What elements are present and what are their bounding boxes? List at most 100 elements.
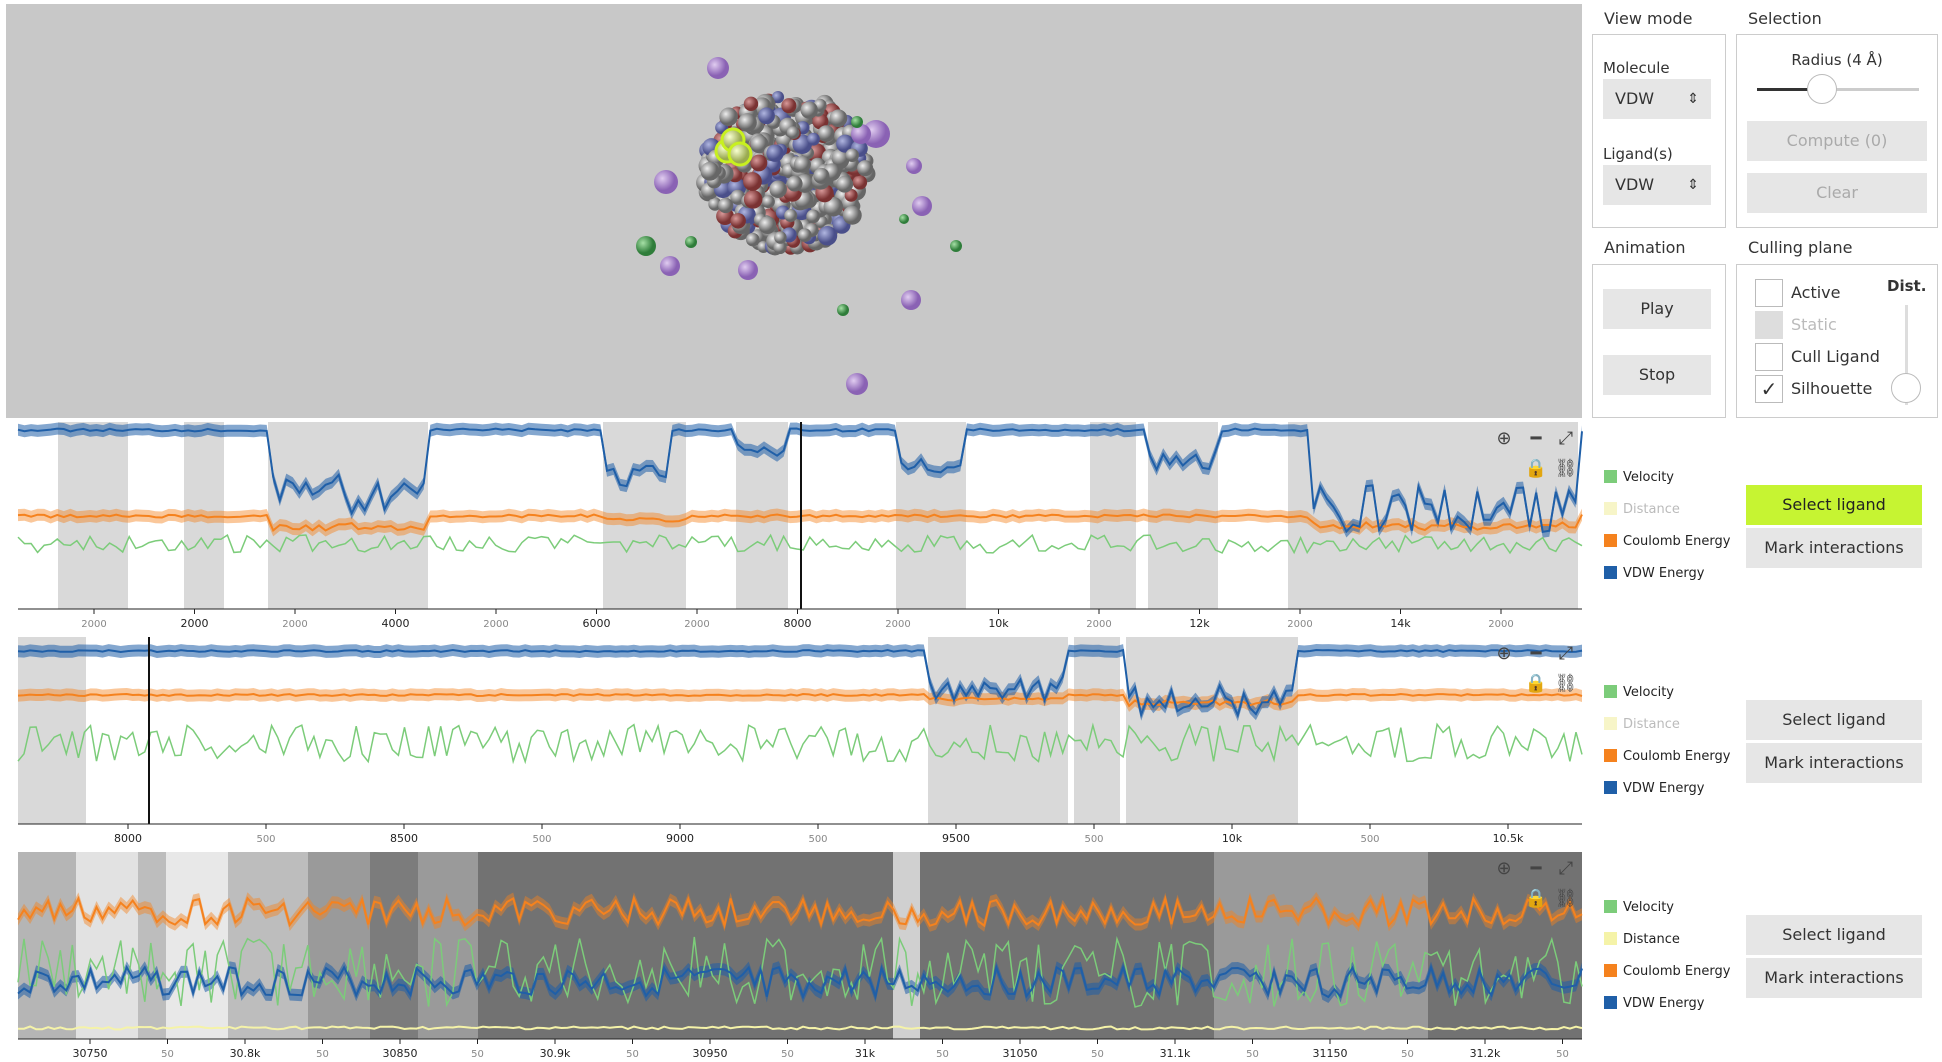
fullscreen-icon[interactable]: ⤢ [1559, 858, 1574, 879]
timeseries-chart-zoom[interactable]: 8000 500 8500 500 9000 500 9500 500 10k 500 10.5k ⊕… [17, 637, 1583, 847]
mark-interactions-button[interactable]: Mark interactions [1746, 743, 1922, 783]
select-ligand-button[interactable]: Select ligand [1746, 700, 1922, 740]
link-icon[interactable]: ⛓ [1555, 458, 1578, 479]
dist-slider-track[interactable] [1905, 305, 1908, 405]
x-tick-label: 50 [471, 1049, 484, 1060]
interaction-region [1126, 637, 1298, 824]
x-tick-label: 30850 [383, 1047, 418, 1060]
x-tick-label: 50 [1091, 1049, 1104, 1060]
interaction-region [18, 852, 76, 1039]
legend-coulomb-energy[interactable]: Coulomb Energy [1604, 749, 1730, 764]
x-tick-label: 30.8k [230, 1047, 261, 1060]
x-tick-label: 50 [316, 1049, 329, 1060]
chart-panel-3[interactable]: 30750 50 30.8k 50 30850 50 30.9k 50 30950 50 31k 50… [17, 852, 1583, 1062]
legend-coulomb-energy[interactable]: Coulomb Energy [1604, 964, 1730, 979]
legend-vdw-energy[interactable]: VDW Energy [1604, 566, 1704, 581]
legend-swatch [1604, 566, 1617, 579]
minus-icon[interactable]: ━ [1530, 643, 1543, 664]
compute-button[interactable]: Compute (0) [1747, 121, 1927, 161]
legend-label: Coulomb Energy [1623, 534, 1731, 549]
legend-distance[interactable]: Distance [1604, 502, 1680, 517]
stop-button[interactable]: Stop [1603, 355, 1711, 395]
x-tick-label: 6000 [583, 617, 611, 630]
link-icon[interactable]: ⛓ [1555, 888, 1578, 909]
legend-velocity[interactable]: Velocity [1604, 685, 1674, 700]
radius-slider-knob[interactable] [1806, 74, 1837, 104]
animation-heading: Animation [1604, 238, 1686, 257]
select-ligand-button[interactable]: Select ligand [1746, 485, 1922, 525]
molecule-select-value: VDW [1615, 89, 1655, 108]
atom [771, 90, 785, 104]
culling-plane-heading: Culling plane [1748, 238, 1853, 257]
zoom-reset-icon[interactable]: ⊕ [1496, 858, 1511, 879]
interaction-region [76, 852, 138, 1039]
x-tick-label: 500 [1360, 834, 1379, 845]
interaction-region [228, 852, 308, 1039]
link-icon[interactable]: ⛓ [1555, 673, 1578, 694]
silhouette-checkbox[interactable]: ✓ [1755, 375, 1783, 403]
legend-coulomb-energy[interactable]: Coulomb Energy [1604, 534, 1730, 549]
vdw-band [18, 644, 1582, 722]
atom [774, 231, 787, 244]
atom [829, 109, 848, 128]
legend-velocity[interactable]: Velocity [1604, 470, 1674, 485]
interaction-region [418, 852, 478, 1039]
zoom-reset-icon[interactable]: ⊕ [1496, 643, 1511, 664]
mark-interactions-button[interactable]: Mark interactions [1746, 528, 1922, 568]
ion [846, 373, 868, 395]
chart-panel-2[interactable]: 8000 500 8500 500 9000 500 9500 500 10k 500 10.5k ⊕… [17, 637, 1583, 847]
zoom-reset-icon[interactable]: ⊕ [1496, 428, 1511, 449]
lock-icon[interactable]: 🔒 [1525, 888, 1547, 909]
legend-swatch [1604, 964, 1617, 977]
timeseries-chart-detail[interactable]: 30750 50 30.8k 50 30850 50 30.9k 50 30950 50 31k 50… [17, 852, 1583, 1062]
chart-panel-1[interactable]: 2000 2000 2000 4000 2000 6000 2000 8000 2000 10k 2… [17, 422, 1583, 632]
radius-slider-track[interactable] [1757, 88, 1919, 91]
legend-swatch [1604, 685, 1617, 698]
x-tick-label: 500 [256, 834, 275, 845]
play-button[interactable]: Play [1603, 289, 1711, 329]
legend-velocity[interactable]: Velocity [1604, 900, 1674, 915]
ion [660, 256, 680, 276]
legend-vdw-energy[interactable]: VDW Energy [1604, 781, 1704, 796]
fullscreen-icon[interactable]: ⤢ [1559, 428, 1574, 449]
legend-distance[interactable]: Distance [1604, 932, 1680, 947]
selection-heading: Selection [1748, 9, 1822, 28]
x-tick-label: 500 [1084, 834, 1103, 845]
timeseries-chart-overview[interactable]: 2000 2000 2000 4000 2000 6000 2000 8000 2000 10k 2… [17, 422, 1583, 632]
cull-ligand-checkbox[interactable] [1755, 343, 1783, 371]
radius-slider-fill [1757, 88, 1822, 91]
dist-slider-knob[interactable] [1891, 373, 1921, 403]
clear-button[interactable]: Clear [1747, 173, 1927, 213]
static-checkbox[interactable] [1755, 311, 1783, 339]
animation-panel: Play Stop [1592, 264, 1726, 418]
legend-label: Velocity [1623, 685, 1674, 700]
atom [813, 167, 830, 184]
x-tick-label: 4000 [382, 617, 410, 630]
molecule-select[interactable]: VDW ⇕ [1603, 79, 1711, 119]
interaction-region [370, 852, 418, 1039]
atom [738, 113, 757, 132]
checkmark-icon: ✓ [1760, 377, 1778, 401]
selection-panel: Radius (4 Å) Compute (0) Clear [1736, 34, 1938, 228]
mark-interactions-button[interactable]: Mark interactions [1746, 958, 1922, 998]
x-tick-label: 10k [988, 617, 1009, 630]
atom [750, 135, 769, 154]
fullscreen-icon[interactable]: ⤢ [1559, 643, 1574, 664]
x-tick-label: 50 [626, 1049, 639, 1060]
atom [836, 134, 855, 153]
legend-vdw-energy[interactable]: VDW Energy [1604, 996, 1704, 1011]
legend-distance[interactable]: Distance [1604, 717, 1680, 732]
ligand-select[interactable]: VDW ⇕ [1603, 165, 1711, 205]
minus-icon[interactable]: ━ [1530, 428, 1543, 449]
molecule-viewport[interactable] [6, 4, 1582, 418]
minus-icon[interactable]: ━ [1530, 858, 1543, 879]
lock-icon[interactable]: 🔒 [1525, 673, 1547, 694]
x-tick-label: 31.1k [1160, 1047, 1191, 1060]
select-ligand-button[interactable]: Select ligand [1746, 915, 1922, 955]
dist-label: Dist. [1887, 277, 1927, 295]
plot-background [18, 637, 1582, 824]
active-checkbox[interactable] [1755, 279, 1783, 307]
ligand-label: Ligand(s) [1603, 145, 1673, 163]
atom [842, 205, 862, 225]
lock-icon[interactable]: 🔒 [1525, 458, 1547, 479]
